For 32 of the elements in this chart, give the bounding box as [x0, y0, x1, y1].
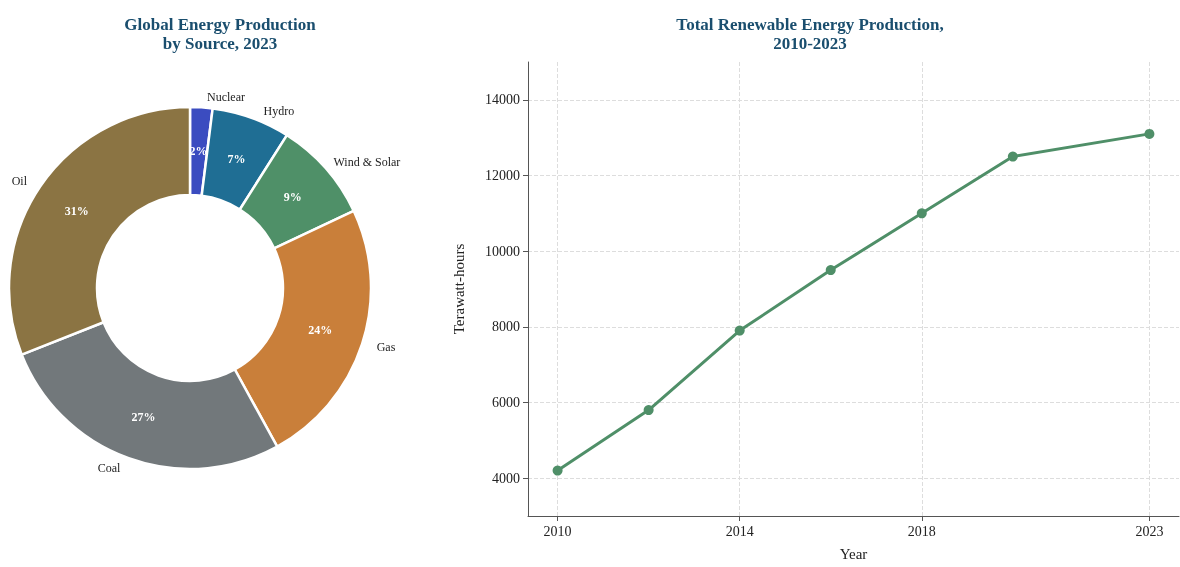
point: [1144, 128, 1155, 139]
y-tick-label: 6000: [492, 395, 520, 410]
data-label: 7%: [227, 152, 246, 167]
point: [916, 208, 927, 219]
y-tick-label: 12000: [485, 168, 520, 183]
data-label: 9%: [283, 190, 302, 205]
data-label: 24%: [308, 323, 333, 338]
slice-label: Gas: [376, 340, 396, 355]
slice-label: Coal: [97, 460, 121, 475]
x-axis-title: Year: [839, 545, 868, 562]
point: [825, 265, 836, 276]
slice-label: Hydro: [263, 104, 295, 119]
x-tick-label: 2018: [907, 523, 936, 539]
point: [734, 325, 745, 336]
data-label: 31%: [64, 203, 89, 218]
y-tick-label: 8000: [492, 319, 520, 335]
x-tick-label: 2014: [725, 523, 754, 539]
y-tick-label: 4000: [492, 470, 520, 486]
x-tick-label: 2023: [1135, 523, 1164, 539]
x-tick-label: 2010: [543, 523, 572, 539]
point: [1007, 151, 1018, 162]
slice-label: Wind & Solar: [333, 154, 401, 169]
y-tick-label: 14000: [485, 92, 520, 108]
y-tick-label: 10000: [485, 243, 520, 259]
data-label: 27%: [131, 409, 156, 424]
chart-title: Total Renewable Energy Production, 2010-2023: [676, 15, 944, 53]
y-axis-title: Terawatt-hours: [450, 243, 467, 335]
point: [643, 405, 654, 416]
slice-label: Oil: [11, 173, 28, 188]
chart-title: Global Energy Production by Source, 2023: [124, 15, 317, 53]
point: [552, 465, 563, 476]
slice-label: Nuclear: [206, 90, 245, 105]
